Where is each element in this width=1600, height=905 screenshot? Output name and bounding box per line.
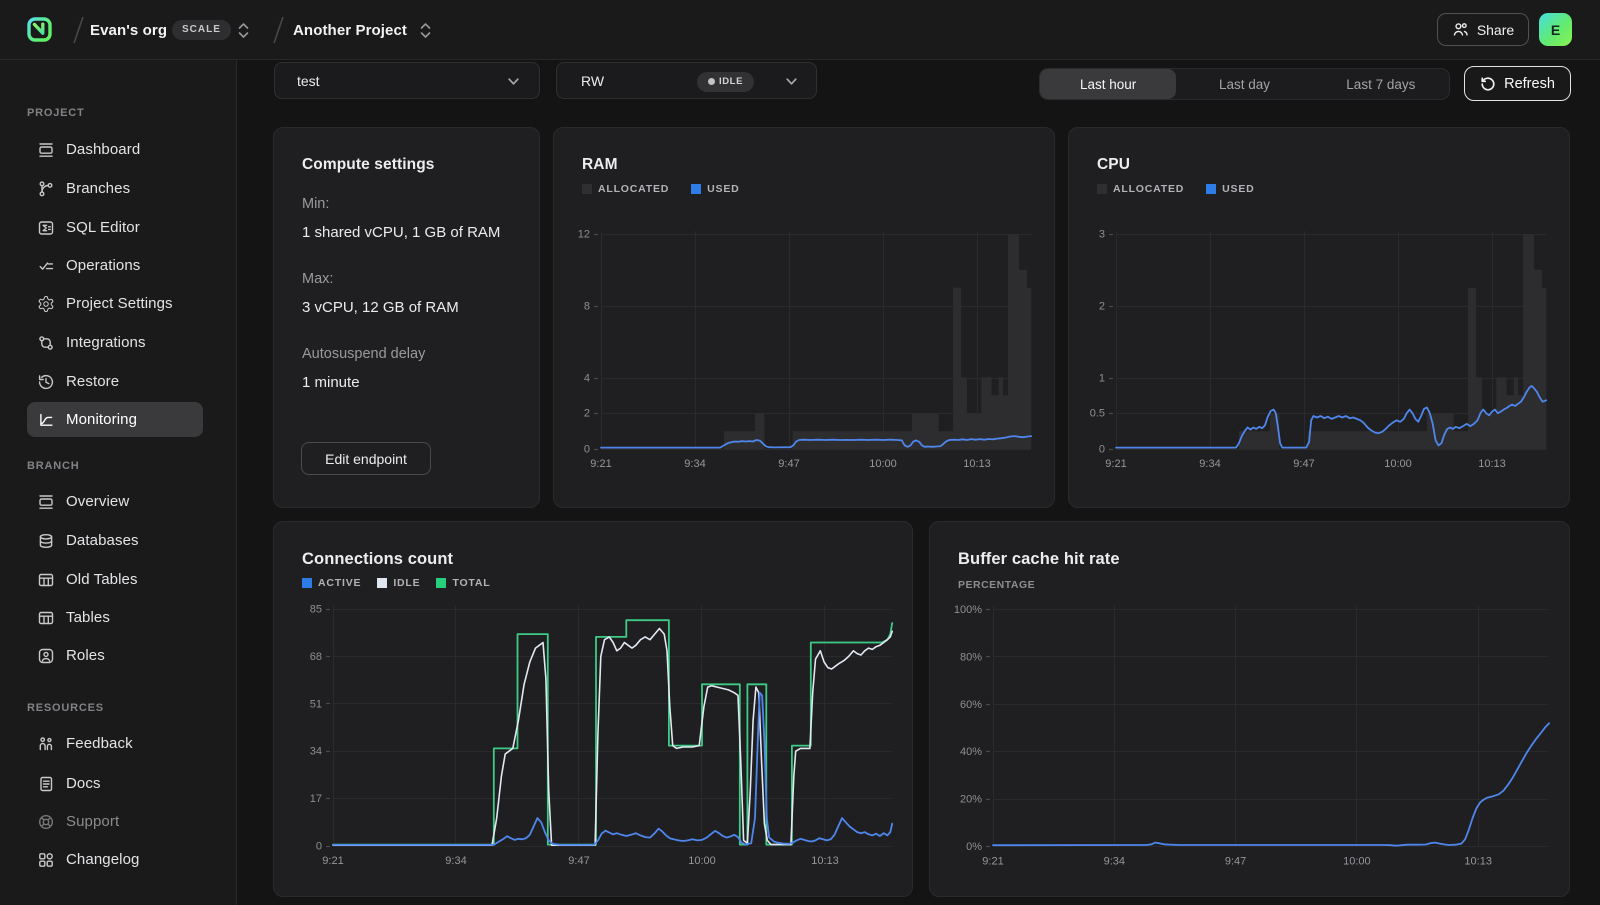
svg-text:20%: 20% bbox=[960, 794, 982, 806]
svg-text:0.5: 0.5 bbox=[1090, 408, 1105, 420]
svg-text:10:00: 10:00 bbox=[688, 855, 716, 867]
svg-text:0: 0 bbox=[1099, 444, 1105, 456]
svg-text:0%: 0% bbox=[966, 841, 982, 853]
svg-text:9:34: 9:34 bbox=[684, 458, 705, 470]
svg-text:60%: 60% bbox=[960, 699, 982, 711]
svg-text:4: 4 bbox=[584, 373, 590, 385]
svg-text:9:21: 9:21 bbox=[982, 855, 1003, 867]
svg-text:10:00: 10:00 bbox=[1384, 458, 1412, 470]
svg-text:10:13: 10:13 bbox=[1478, 458, 1506, 470]
svg-text:10:13: 10:13 bbox=[811, 855, 839, 867]
svg-text:51: 51 bbox=[310, 698, 322, 710]
svg-text:12: 12 bbox=[578, 229, 590, 241]
svg-text:0: 0 bbox=[316, 841, 322, 853]
svg-text:9:47: 9:47 bbox=[568, 855, 589, 867]
svg-text:8: 8 bbox=[584, 301, 590, 313]
svg-text:100%: 100% bbox=[954, 604, 982, 616]
svg-text:40%: 40% bbox=[960, 746, 982, 758]
svg-text:1: 1 bbox=[1099, 373, 1105, 385]
svg-text:9:47: 9:47 bbox=[778, 458, 799, 470]
svg-text:9:47: 9:47 bbox=[1293, 458, 1314, 470]
svg-text:10:00: 10:00 bbox=[869, 458, 897, 470]
svg-text:9:34: 9:34 bbox=[1199, 458, 1220, 470]
svg-text:9:21: 9:21 bbox=[322, 855, 343, 867]
svg-text:9:34: 9:34 bbox=[445, 855, 466, 867]
svg-text:3: 3 bbox=[1099, 229, 1105, 241]
svg-text:10:13: 10:13 bbox=[963, 458, 991, 470]
svg-text:68: 68 bbox=[310, 651, 322, 663]
svg-text:9:34: 9:34 bbox=[1104, 855, 1125, 867]
svg-text:0: 0 bbox=[584, 444, 590, 456]
svg-text:2: 2 bbox=[1099, 301, 1105, 313]
svg-text:2: 2 bbox=[584, 408, 590, 420]
svg-text:9:21: 9:21 bbox=[590, 458, 611, 470]
svg-text:85: 85 bbox=[310, 604, 322, 616]
svg-text:17: 17 bbox=[310, 793, 322, 805]
svg-text:34: 34 bbox=[310, 746, 322, 758]
svg-text:10:13: 10:13 bbox=[1464, 855, 1492, 867]
svg-text:9:47: 9:47 bbox=[1225, 855, 1246, 867]
svg-text:10:00: 10:00 bbox=[1343, 855, 1371, 867]
svg-text:9:21: 9:21 bbox=[1105, 458, 1126, 470]
svg-text:80%: 80% bbox=[960, 651, 982, 663]
